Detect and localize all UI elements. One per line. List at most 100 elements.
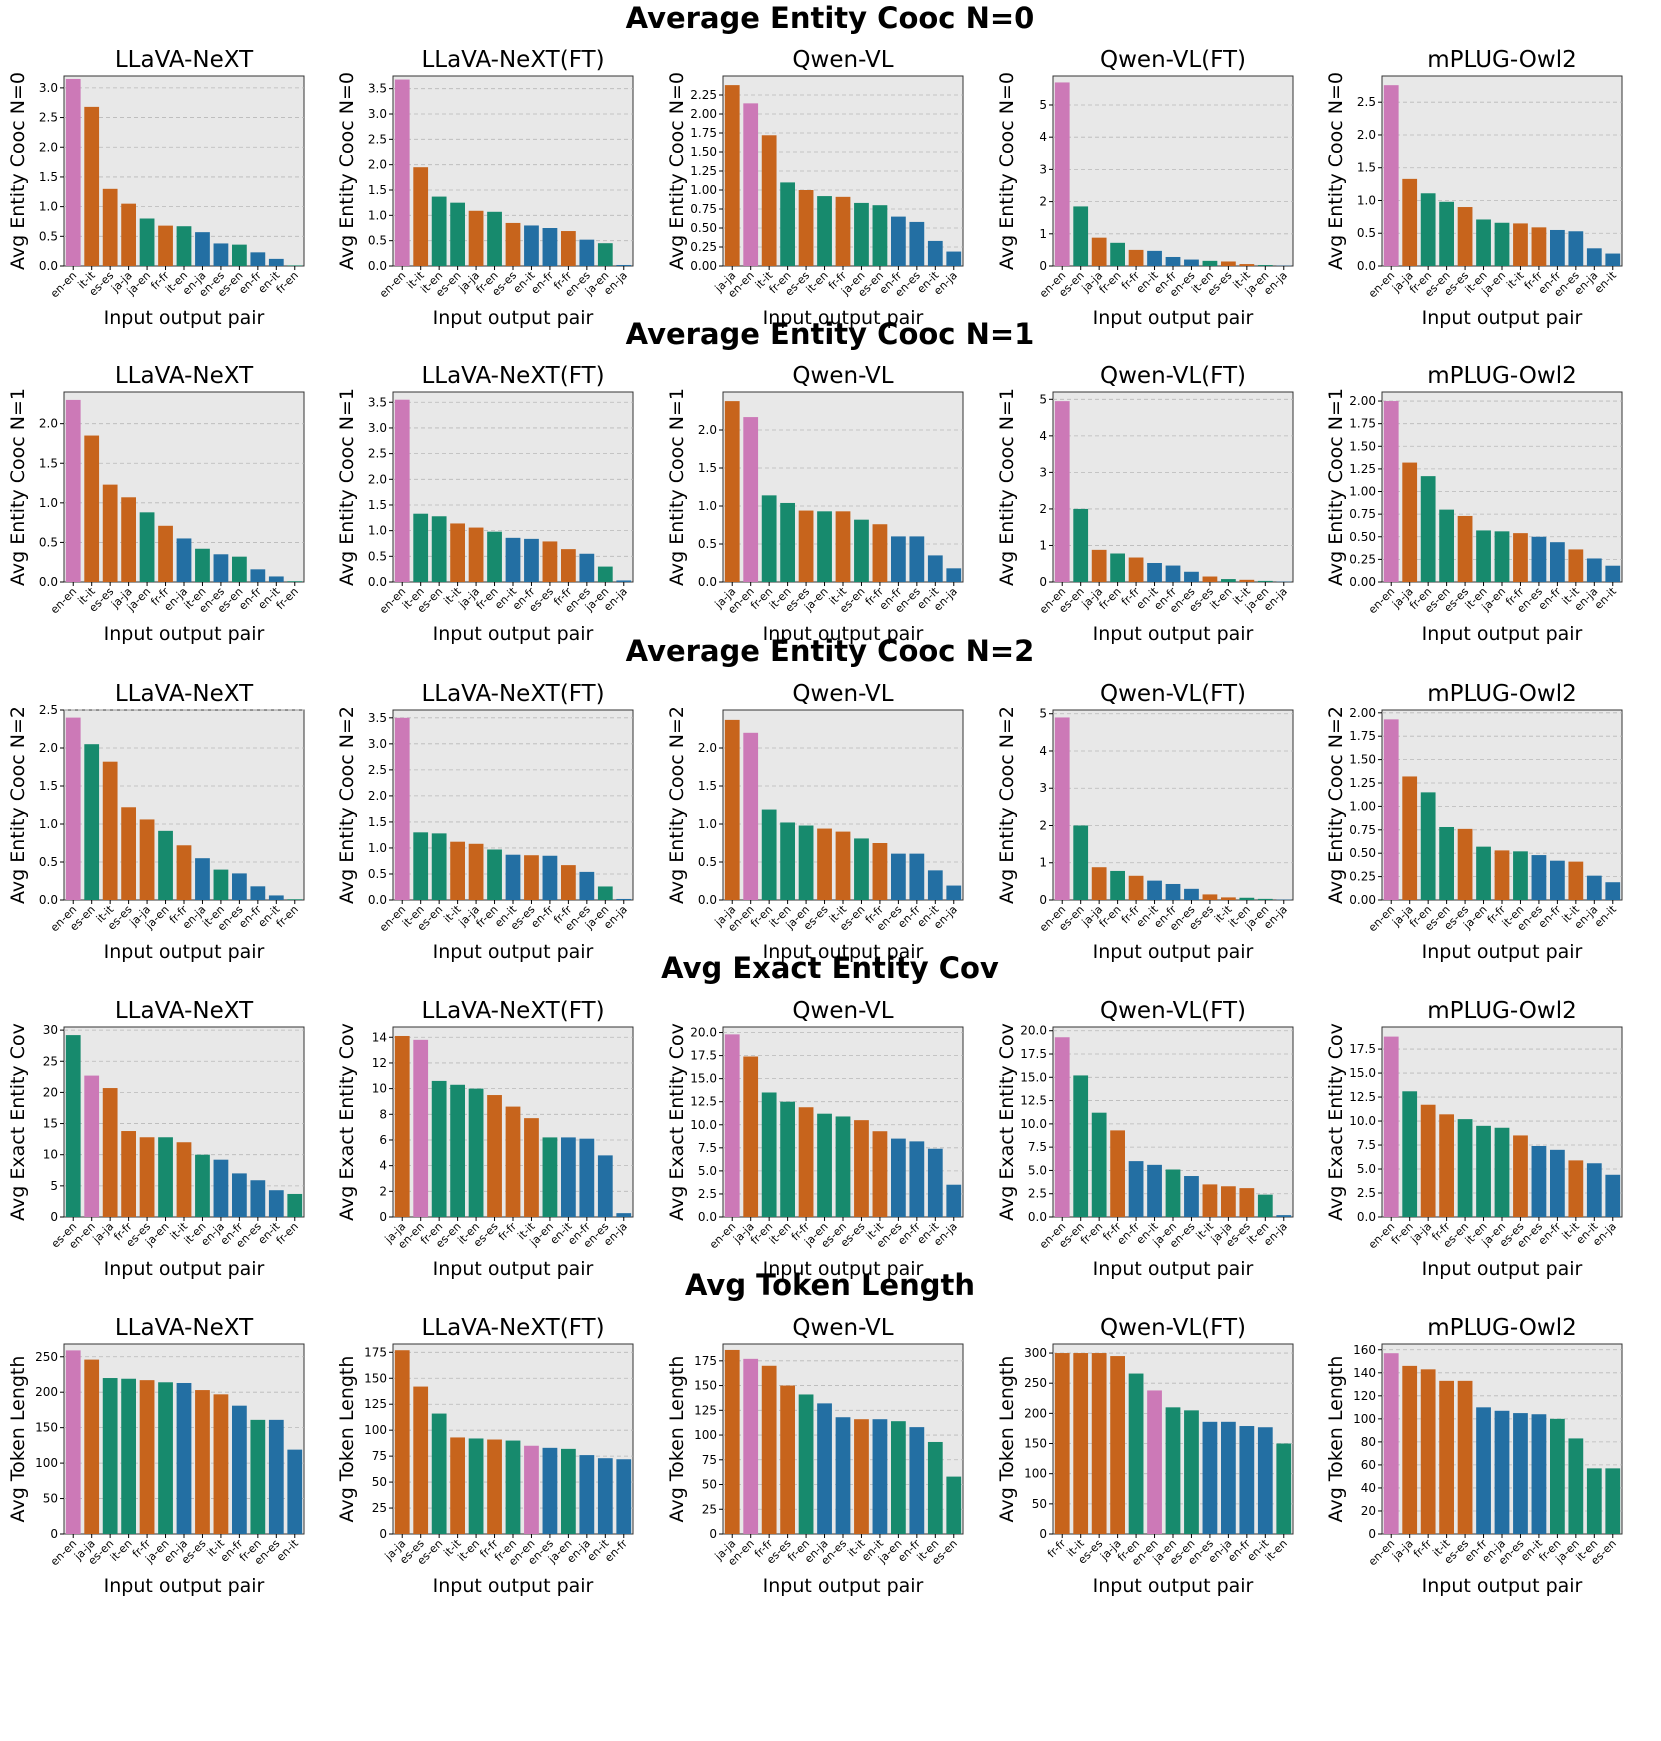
y-tick-label: 1.25	[690, 164, 717, 178]
bar	[1202, 260, 1218, 266]
bar	[468, 210, 484, 266]
bar	[743, 417, 759, 582]
bar	[1239, 579, 1255, 582]
y-tick-label: 1.0	[39, 817, 58, 831]
y-tick-label: 1.0	[368, 524, 387, 538]
bar	[798, 1394, 814, 1534]
chart-panel: Qwen-VL0255075100125150175ja-jaen-enfr-f…	[666, 1315, 964, 1597]
y-tick-label: 0.5	[368, 549, 387, 563]
y-axis-label: Avg Entity Cooc N=0	[996, 72, 1018, 270]
y-tick-label: 7.5	[698, 1141, 717, 1155]
panel-title: Qwen-VL(FT)	[1100, 681, 1246, 707]
bar	[1457, 207, 1473, 266]
bar	[597, 1155, 613, 1217]
y-tick-label: 140	[1353, 1366, 1376, 1380]
y-tick-label: 3.0	[368, 107, 387, 121]
y-tick-label: 100	[35, 1456, 58, 1470]
bar	[505, 222, 521, 266]
bar	[1257, 1194, 1273, 1217]
y-tick-label: 2	[1039, 195, 1047, 209]
bar	[1147, 1390, 1162, 1534]
chart-panel: Qwen-VL(FT)012345en-enes-enja-jafr-enfr-…	[996, 47, 1294, 329]
bar	[139, 1380, 155, 1534]
bar	[487, 1439, 502, 1534]
x-tick-label: en-en	[48, 269, 79, 300]
bar	[102, 188, 118, 266]
bar	[1494, 531, 1510, 582]
y-axis-label: Avg Exact Entity Cov	[666, 1023, 688, 1221]
bar	[891, 853, 906, 900]
bar	[542, 1447, 558, 1534]
y-tick-label: 250	[35, 1350, 58, 1364]
bar	[909, 1427, 925, 1534]
bar	[1276, 1443, 1292, 1534]
bar	[891, 536, 906, 582]
y-tick-label: 1.5	[39, 779, 58, 793]
x-axis-label: Input output pair	[1093, 1575, 1254, 1597]
y-tick-label: 2.25	[690, 88, 717, 102]
bar	[1165, 256, 1181, 266]
bar	[102, 1088, 118, 1217]
bar	[394, 1350, 410, 1534]
y-tick-label: 50	[1032, 1497, 1047, 1511]
y-tick-label: 3.5	[368, 82, 387, 96]
y-tick-label: 2.0	[368, 158, 387, 172]
x-axis-label: Input output pair	[1093, 941, 1254, 963]
x-axis-label: Input output pair	[763, 941, 924, 963]
bar	[1605, 882, 1621, 900]
bar	[780, 1385, 795, 1534]
bar	[1128, 875, 1144, 900]
y-tick-label: 0.5	[39, 535, 58, 549]
bar	[195, 858, 210, 900]
bar	[431, 1413, 447, 1534]
bar	[542, 541, 558, 582]
bar	[561, 231, 576, 266]
bar	[431, 833, 447, 900]
bar	[1054, 1037, 1070, 1217]
bar	[287, 265, 303, 266]
bar	[835, 1417, 851, 1534]
bar	[542, 228, 558, 266]
bar	[84, 1075, 100, 1217]
y-tick-label: 12.5	[1349, 1090, 1376, 1104]
x-axis-label: Input output pair	[433, 623, 594, 645]
plot-area	[1052, 709, 1294, 901]
bar	[1550, 542, 1565, 582]
bar	[1202, 1421, 1218, 1534]
bar	[65, 399, 81, 582]
y-tick-label: 175	[364, 1345, 387, 1359]
bar	[579, 239, 595, 266]
chart-panel: LLaVA-NeXT(FT) 0.0 0.5 1.0 1.5 2.0 2.5 3.0 3.5 en…	[336, 47, 634, 329]
bar	[121, 203, 136, 266]
bar	[176, 1382, 192, 1534]
bar	[431, 1080, 447, 1217]
y-tick-label: 0.0	[1357, 1210, 1376, 1224]
y-tick-label: 1.5	[39, 456, 58, 470]
bar	[287, 1449, 303, 1534]
bar	[1439, 1380, 1454, 1534]
bar	[542, 855, 558, 900]
bar	[139, 218, 155, 266]
bar	[431, 196, 447, 266]
bar	[1383, 1353, 1399, 1534]
x-axis-label: Input output pair	[433, 1575, 594, 1597]
y-tick-label: 0.0	[39, 259, 58, 273]
panel-title: LLaVA-NeXT(FT)	[421, 363, 604, 389]
y-tick-label: 3.0	[368, 421, 387, 435]
y-tick-label: 0.0	[1028, 1210, 1047, 1224]
x-tick-label: it-en	[1263, 1537, 1290, 1564]
y-tick-label: 12.5	[690, 1095, 717, 1109]
y-tick-label: 1.5	[368, 183, 387, 197]
chart-panel: mPLUG-Owl20.02.55.07.510.012.515.017.5en…	[1325, 998, 1623, 1280]
bar	[891, 216, 906, 266]
y-tick-label: 100	[1353, 1412, 1376, 1426]
y-tick-label: 2.5	[1357, 1186, 1376, 1200]
bar	[1239, 264, 1255, 266]
bar	[121, 807, 136, 900]
bar	[1184, 571, 1199, 582]
x-tick-label: en-it	[274, 1536, 301, 1563]
bar	[1239, 1188, 1255, 1217]
y-tick-label: 50	[702, 1478, 717, 1492]
bar	[597, 886, 613, 900]
